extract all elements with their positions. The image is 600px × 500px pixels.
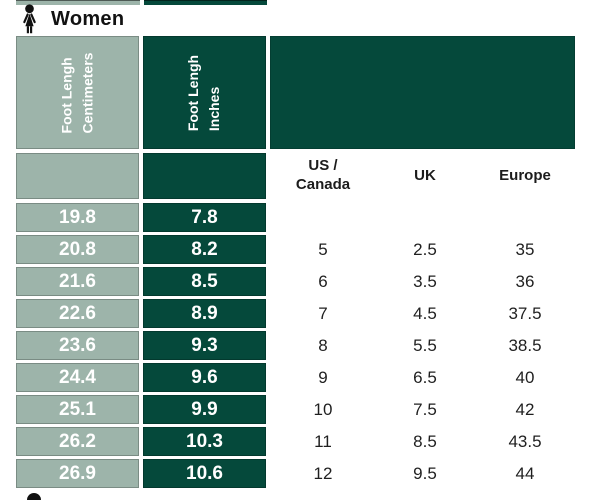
- cell-europe: 44: [515, 463, 535, 483]
- cell-inches: 9.6: [143, 363, 266, 392]
- cell-inches: 7.8: [143, 203, 266, 232]
- cell-us-canada: 5: [318, 239, 328, 259]
- cutoff-next-section-icon: [27, 493, 41, 500]
- cell-uk: 3.5: [413, 271, 437, 291]
- cell-centimeters: 26.2: [16, 427, 139, 456]
- cell-centimeters: 23.6: [16, 331, 139, 360]
- cell-centimeters: 26.9: [16, 459, 139, 488]
- section-header: Women: [17, 3, 124, 35]
- cell-europe: 43.5: [508, 431, 542, 451]
- cell-centimeters: 20.8: [16, 235, 139, 264]
- table-row: 24.4 9.6 9 6.5 40: [0, 363, 600, 392]
- subheader-cm-blank: [16, 153, 139, 199]
- cell-europe: 40: [515, 367, 535, 387]
- cutoff-table-edge-dark: [144, 0, 267, 5]
- cell-centimeters: 24.4: [16, 363, 139, 392]
- cell-europe: 35: [515, 239, 535, 259]
- table-row: 23.6 9.3 8 5.5 38.5: [0, 331, 600, 360]
- cell-inches: 10.6: [143, 459, 266, 488]
- cell-uk: 7.5: [413, 399, 437, 419]
- section-title: Women: [51, 7, 125, 30]
- header-foot-length-inches: Foot Lengh Inches: [143, 36, 266, 149]
- cell-us-canada: 7: [318, 303, 328, 323]
- cell-uk: 9.5: [413, 463, 437, 483]
- subheader-inches-blank: [143, 153, 266, 199]
- cutoff-table-edge-light: [16, 0, 140, 5]
- subheader-us-canada: US / Canada: [295, 157, 351, 193]
- woman-icon: [17, 3, 42, 35]
- cell-us-canada: 6: [318, 271, 328, 291]
- cell-centimeters: 22.6: [16, 299, 139, 328]
- header-foot-length-inches-label: Foot Lengh Inches: [185, 54, 223, 131]
- table-row: 26.2 10.3 11 8.5 43.5: [0, 427, 600, 456]
- cell-inches: 8.2: [143, 235, 266, 264]
- cell-uk: 5.5: [413, 335, 437, 355]
- subheader-uk: UK: [414, 166, 436, 184]
- table-row: 22.6 8.9 7 4.5 37.5: [0, 299, 600, 328]
- header-foot-length-cm-label: Foot Lengh Centimeters: [58, 52, 96, 133]
- cell-inches: 9.9: [143, 395, 266, 424]
- cell-uk: [376, 203, 474, 232]
- cell-uk: 4.5: [413, 303, 437, 323]
- cell-uk: 8.5: [413, 431, 437, 451]
- cell-inches: 8.9: [143, 299, 266, 328]
- cell-us-canada: [270, 203, 376, 232]
- cell-europe: [470, 203, 580, 232]
- cell-us-canada: 12: [313, 463, 333, 483]
- cell-us-canada: 9: [318, 367, 328, 387]
- cell-centimeters: 19.8: [16, 203, 139, 232]
- cell-inches: 9.3: [143, 331, 266, 360]
- cell-us-canada: 11: [314, 431, 332, 451]
- cell-europe: 42: [515, 399, 535, 419]
- cell-centimeters: 25.1: [16, 395, 139, 424]
- table-row: 19.8 7.8: [0, 203, 600, 232]
- cell-centimeters: 21.6: [16, 267, 139, 296]
- table-row: 21.6 8.5 6 3.5 36: [0, 267, 600, 296]
- header-sizes-blank: [270, 36, 575, 149]
- cell-europe: 38.5: [508, 335, 542, 355]
- cell-europe: 37.5: [508, 303, 542, 323]
- table-row: 26.9 10.6 12 9.5 44: [0, 459, 600, 488]
- table-row: 20.8 8.2 5 2.5 35: [0, 235, 600, 264]
- cell-inches: 8.5: [143, 267, 266, 296]
- cell-uk: 6.5: [413, 367, 437, 387]
- cell-inches: 10.3: [143, 427, 266, 456]
- table-row: 25.1 9.9 10 7.5 42: [0, 395, 600, 424]
- subheader-europe: Europe: [499, 166, 551, 184]
- cell-us-canada: 8: [318, 335, 328, 355]
- cell-uk: 2.5: [413, 239, 437, 259]
- cell-us-canada: 10: [313, 399, 333, 419]
- cell-europe: 36: [515, 271, 535, 291]
- header-foot-length-cm: Foot Lengh Centimeters: [16, 36, 139, 149]
